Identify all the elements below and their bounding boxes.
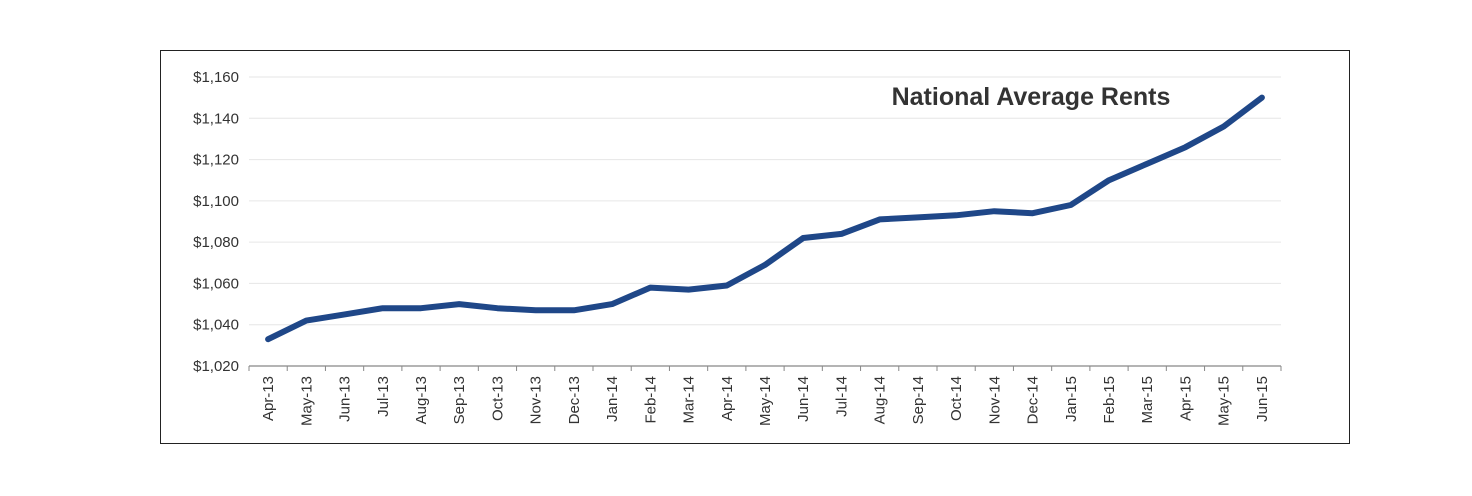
x-tick-label: Apr-15 xyxy=(1177,376,1194,421)
data-point xyxy=(342,311,348,317)
series-line xyxy=(265,94,1265,343)
y-tick-label: $1,060 xyxy=(193,275,239,292)
data-point xyxy=(265,336,271,342)
y-tick-label: $1,020 xyxy=(193,358,239,375)
x-axis-tick-labels: Apr-13 May-13 Jun-13 Jul-13 Aug-13 Sep-13 Oct-… xyxy=(260,376,1271,426)
x-tick-label: Sep-13 xyxy=(451,376,468,424)
data-point xyxy=(1221,124,1227,130)
data-point xyxy=(1259,95,1265,101)
x-tick-label: Nov-13 xyxy=(528,376,545,424)
x-tick-label: Apr-14 xyxy=(719,376,736,421)
y-tick-label: $1,100 xyxy=(193,193,239,210)
data-point xyxy=(800,235,806,241)
y-tick-label: $1,160 xyxy=(193,69,239,86)
x-tick-label: Jan-15 xyxy=(1063,376,1080,422)
x-tick-label: Feb-15 xyxy=(1101,376,1118,424)
chart-frame: $1,020 $1,040 $1,060 $1,080 $1,100 $1,120 $1,1… xyxy=(160,50,1350,444)
data-point xyxy=(1106,177,1112,183)
data-point xyxy=(1030,210,1036,216)
data-point xyxy=(1068,202,1074,208)
x-tick-label: Nov-14 xyxy=(986,376,1003,424)
data-point xyxy=(380,305,386,311)
x-tick-label: Mar-15 xyxy=(1139,376,1156,424)
chart-title: National Average Rents xyxy=(892,83,1171,111)
data-point xyxy=(1144,161,1150,167)
data-point xyxy=(1182,144,1188,150)
x-tick-label: May-13 xyxy=(298,376,315,426)
x-tick-label: Jul-13 xyxy=(375,376,392,417)
x-tick-label: Oct-13 xyxy=(489,376,506,421)
data-point xyxy=(647,285,653,291)
series-layer xyxy=(265,94,1265,343)
data-point xyxy=(953,212,959,218)
data-point xyxy=(991,208,997,214)
data-point xyxy=(686,287,692,293)
x-tick-label: Aug-13 xyxy=(413,376,430,424)
x-tick-label: Sep-14 xyxy=(910,376,927,424)
x-tick-label: Dec-13 xyxy=(566,376,583,424)
x-tick-label: Aug-14 xyxy=(872,376,889,424)
y-tick-label: $1,080 xyxy=(193,234,239,251)
gridlines xyxy=(249,76,1281,326)
y-tick-label: $1,120 xyxy=(193,152,239,169)
data-point xyxy=(494,305,500,311)
x-tick-label: Apr-13 xyxy=(260,376,277,421)
x-tick-label: Jun-15 xyxy=(1254,376,1271,422)
x-tick-label: May-14 xyxy=(757,376,774,426)
x-tick-label: Jun-13 xyxy=(337,376,354,422)
x-tick-label: Feb-14 xyxy=(642,376,659,424)
data-point xyxy=(609,301,615,307)
x-tick-label: Jun-14 xyxy=(795,376,812,422)
y-tick-label: $1,040 xyxy=(193,317,239,334)
x-tick-label: May-15 xyxy=(1216,376,1233,426)
data-point xyxy=(571,307,577,313)
data-point xyxy=(533,307,539,313)
x-axis xyxy=(248,365,1282,371)
data-point xyxy=(456,301,462,307)
data-point xyxy=(724,282,730,288)
x-tick-label: Mar-14 xyxy=(681,376,698,424)
y-axis-tick-labels: $1,020 $1,040 $1,060 $1,080 $1,100 $1,120 $1,1… xyxy=(193,69,239,375)
x-tick-label: Oct-14 xyxy=(948,376,965,421)
line-chart: $1,020 $1,040 $1,060 $1,080 $1,100 $1,120 $1,1… xyxy=(193,69,1282,426)
data-point xyxy=(915,214,921,220)
x-tick-label: Jan-14 xyxy=(604,376,621,422)
data-point xyxy=(877,216,883,222)
x-tick-label: Dec-14 xyxy=(1025,376,1042,424)
data-point xyxy=(762,262,768,268)
x-tick-label: Jul-14 xyxy=(833,376,850,417)
data-point xyxy=(303,318,309,324)
y-tick-label: $1,140 xyxy=(193,110,239,127)
data-point xyxy=(838,231,844,237)
data-point xyxy=(418,305,424,311)
